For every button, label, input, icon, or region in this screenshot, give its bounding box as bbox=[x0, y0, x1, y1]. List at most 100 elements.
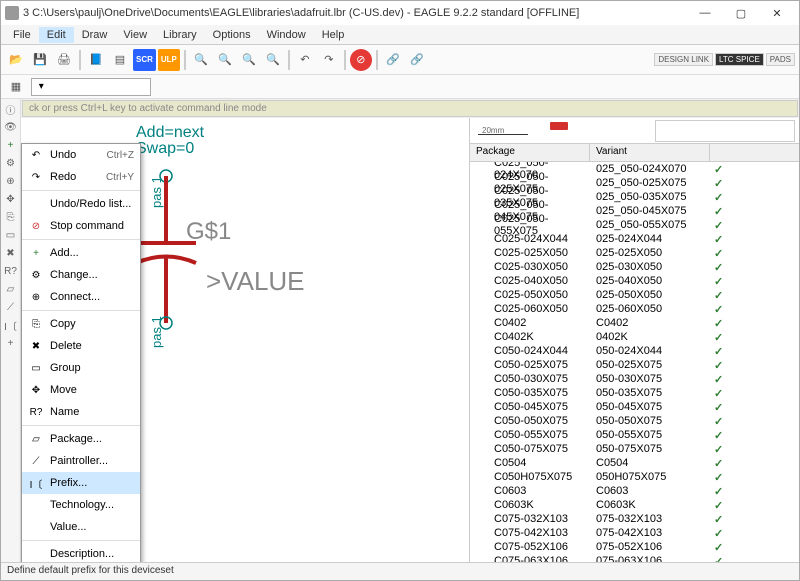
menu-view[interactable]: View bbox=[115, 27, 155, 43]
package-row[interactable]: C0603KC0603K✓ bbox=[470, 498, 799, 512]
menu-help[interactable]: Help bbox=[314, 27, 353, 43]
ulp-button[interactable]: ULP bbox=[158, 49, 180, 71]
package-row[interactable]: C0402C0402✓ bbox=[470, 316, 799, 330]
prefix-tool[interactable]: I〔 bbox=[3, 317, 19, 333]
menu-library[interactable]: Library bbox=[155, 27, 205, 43]
package-row[interactable]: C0402K0402K✓ bbox=[470, 330, 799, 344]
package-row[interactable]: C050-045X075050-045X075✓ bbox=[470, 400, 799, 414]
connect-tool[interactable]: ⊕ bbox=[3, 173, 19, 189]
copy-tool[interactable]: ⎘ bbox=[3, 209, 19, 225]
change-tool[interactable]: ⚙ bbox=[3, 155, 19, 171]
save-icon[interactable]: 💾 bbox=[29, 49, 51, 71]
pads-badge[interactable]: PADS bbox=[766, 53, 795, 66]
package-row[interactable]: C050-075X075050-075X075✓ bbox=[470, 442, 799, 456]
package-row[interactable]: C075-063X106075-063X106✓ bbox=[470, 554, 799, 562]
package-tool[interactable]: ▱ bbox=[3, 281, 19, 297]
layer-dropdown[interactable]: ▾ bbox=[31, 78, 151, 96]
link1-icon[interactable]: 🔗 bbox=[382, 49, 404, 71]
maximize-button[interactable]: ▢ bbox=[723, 2, 759, 24]
zoom-fit-icon[interactable]: 🔍 bbox=[238, 49, 260, 71]
window-title: 3 C:\Users\paulj\OneDrive\Documents\EAGL… bbox=[19, 7, 687, 19]
package-row[interactable]: C050-025X075050-025X075✓ bbox=[470, 358, 799, 372]
print-icon[interactable]: 🖨 bbox=[53, 49, 75, 71]
package-row[interactable]: C050-024X044050-024X044✓ bbox=[470, 344, 799, 358]
menuitem-connect[interactable]: ⊕Connect... bbox=[22, 286, 140, 308]
package-row[interactable]: C025-030X050025-030X050✓ bbox=[470, 260, 799, 274]
menu-draw[interactable]: Draw bbox=[74, 27, 116, 43]
menuitem-package[interactable]: ▱Package... bbox=[22, 428, 140, 450]
menu-edit[interactable]: Edit bbox=[39, 27, 74, 43]
name-tool[interactable]: R? bbox=[3, 263, 19, 279]
show-tool[interactable]: 👁 bbox=[3, 119, 19, 135]
package-row[interactable]: C025-050X050025-050X050✓ bbox=[470, 288, 799, 302]
package-row[interactable]: C025-040X050025-040X050✓ bbox=[470, 274, 799, 288]
link2-icon[interactable]: 🔗 bbox=[406, 49, 428, 71]
menuitem-copy[interactable]: ⎘Copy bbox=[22, 313, 140, 335]
package-row[interactable]: C075-042X103075-042X103✓ bbox=[470, 526, 799, 540]
menuitem-add[interactable]: +Add... bbox=[22, 242, 140, 264]
command-bar[interactable]: ck or press Ctrl+L key to activate comma… bbox=[22, 100, 798, 117]
menuitem-paintroller[interactable]: ⟋Paintroller... bbox=[22, 450, 140, 472]
scr-button[interactable]: SCR bbox=[133, 49, 156, 71]
redo-icon[interactable]: ↷ bbox=[318, 49, 340, 71]
menuitem-group[interactable]: ▭Group bbox=[22, 357, 140, 379]
package-row[interactable]: C0504C0504✓ bbox=[470, 456, 799, 470]
package-list[interactable]: C025_050-024X070025_050-024X070✓C025_050… bbox=[470, 162, 799, 562]
package-row[interactable]: C025-024X044025-024X044✓ bbox=[470, 232, 799, 246]
zoom-in-icon[interactable]: 🔍 bbox=[190, 49, 212, 71]
add-tool[interactable]: + bbox=[3, 137, 19, 153]
package-row[interactable]: C050-050X075050-050X075✓ bbox=[470, 414, 799, 428]
preview-right-box bbox=[655, 120, 795, 142]
menu-window[interactable]: Window bbox=[259, 27, 314, 43]
close-button[interactable]: ✕ bbox=[759, 2, 795, 24]
menuitem-undo[interactable]: ↶UndoCtrl+Z bbox=[22, 144, 140, 166]
grid-icon[interactable]: ▦ bbox=[5, 76, 27, 98]
move-tool[interactable]: ✥ bbox=[3, 191, 19, 207]
zoom-redraw-icon[interactable]: 🔍 bbox=[262, 49, 284, 71]
book-icon[interactable]: 📘 bbox=[85, 49, 107, 71]
undo-icon[interactable]: ↶ bbox=[294, 49, 316, 71]
minimize-button[interactable]: — bbox=[687, 2, 723, 24]
titlebar: 3 C:\Users\paulj\OneDrive\Documents\EAGL… bbox=[1, 1, 799, 25]
toc-icon[interactable]: ▤ bbox=[109, 49, 131, 71]
package-row[interactable]: C075-052X106075-052X106✓ bbox=[470, 540, 799, 554]
ltc-spice-badge[interactable]: LTC SPICE bbox=[715, 53, 764, 66]
group-tool[interactable]: ▭ bbox=[3, 227, 19, 243]
delete-tool[interactable]: ✖ bbox=[3, 245, 19, 261]
app-icon bbox=[5, 6, 19, 20]
menuitem-technology[interactable]: Technology... bbox=[22, 494, 140, 516]
package-row[interactable]: C050H075X075050H075X075✓ bbox=[470, 470, 799, 484]
info-tool[interactable]: ⓘ bbox=[3, 101, 19, 117]
paintroller-tool[interactable]: ⟋ bbox=[3, 299, 19, 315]
package-header[interactable]: Package bbox=[470, 144, 590, 161]
package-row[interactable]: C050-055X075050-055X075✓ bbox=[470, 428, 799, 442]
package-row[interactable]: C025_050-055X075025_050-055X075✓ bbox=[470, 218, 799, 232]
menuitem-description[interactable]: Description... bbox=[22, 543, 140, 562]
variant-header[interactable]: Variant bbox=[590, 144, 710, 161]
menuitem-prefix[interactable]: I〔Prefix... bbox=[22, 472, 140, 494]
package-row[interactable]: C075-032X103075-032X103✓ bbox=[470, 512, 799, 526]
package-row[interactable]: C050-030X075050-030X075✓ bbox=[470, 372, 799, 386]
menuitem-undoredolist[interactable]: Undo/Redo list... bbox=[22, 193, 140, 215]
stop-icon[interactable]: ⊘ bbox=[350, 49, 372, 71]
menuitem-stopcommand[interactable]: ⊘Stop command bbox=[22, 215, 140, 237]
zoom-out-icon[interactable]: 🔍 bbox=[214, 49, 236, 71]
value-tool[interactable]: + bbox=[3, 335, 19, 351]
menuitem-move[interactable]: ✥Move bbox=[22, 379, 140, 401]
menuitem-change[interactable]: ⚙Change... bbox=[22, 264, 140, 286]
menuitem-delete[interactable]: ✖Delete bbox=[22, 335, 140, 357]
menuitem-redo[interactable]: ↷RedoCtrl+Y bbox=[22, 166, 140, 188]
main-toolbar: 📂 💾 🖨 📘 ▤ SCR ULP 🔍 🔍 🔍 🔍 ↶ ↷ ⊘ 🔗 🔗 DESI… bbox=[1, 45, 799, 75]
open-icon[interactable]: 📂 bbox=[5, 49, 27, 71]
menuitem-name[interactable]: R?Name bbox=[22, 401, 140, 423]
gs1-label: G$1 bbox=[186, 218, 231, 246]
menu-file[interactable]: File bbox=[5, 27, 39, 43]
package-row[interactable]: C0603C0603✓ bbox=[470, 484, 799, 498]
secondary-toolbar: ▦ ▾ bbox=[1, 75, 799, 99]
package-row[interactable]: C025-060X050025-060X050✓ bbox=[470, 302, 799, 316]
menu-options[interactable]: Options bbox=[205, 27, 259, 43]
package-row[interactable]: C025-025X050025-025X050✓ bbox=[470, 246, 799, 260]
menuitem-value[interactable]: Value... bbox=[22, 516, 140, 538]
design-link-badge[interactable]: DESIGN LINK bbox=[654, 53, 713, 66]
package-row[interactable]: C050-035X075050-035X075✓ bbox=[470, 386, 799, 400]
